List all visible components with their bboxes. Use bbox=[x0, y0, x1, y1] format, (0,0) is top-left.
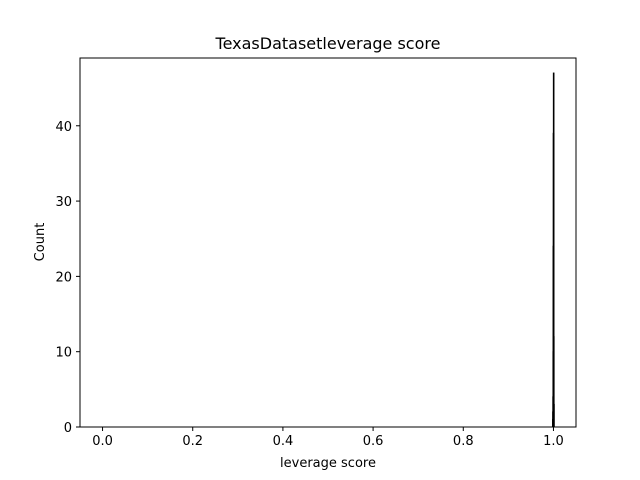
y-tick-label: 40 bbox=[55, 120, 72, 135]
x-tick-label: 0.4 bbox=[273, 434, 294, 449]
x-tick-label: 0.8 bbox=[453, 434, 474, 449]
y-tick-label: 0 bbox=[64, 421, 72, 436]
plot-frame bbox=[79, 57, 577, 428]
x-tick-label: 0.6 bbox=[363, 434, 384, 449]
histogram-bar bbox=[553, 403, 555, 428]
x-axis-label: leverage score bbox=[280, 456, 376, 471]
y-tick-label: 10 bbox=[55, 346, 72, 361]
x-tick-label: 0.2 bbox=[182, 434, 203, 449]
y-axis-ticks: 0 10 20 30 40 bbox=[55, 120, 80, 436]
x-axis-ticks: 0.0 0.2 0.4 0.6 0.8 1.0 bbox=[92, 427, 564, 449]
y-axis-label: Count bbox=[33, 223, 48, 262]
bars-group bbox=[552, 72, 555, 428]
chart-title: TexasDatasetleverage score bbox=[215, 34, 441, 53]
y-tick-label: 20 bbox=[55, 270, 72, 285]
x-tick-label: 1.0 bbox=[543, 434, 564, 449]
y-tick-label: 30 bbox=[55, 195, 72, 210]
x-tick-label: 0.0 bbox=[92, 434, 113, 449]
